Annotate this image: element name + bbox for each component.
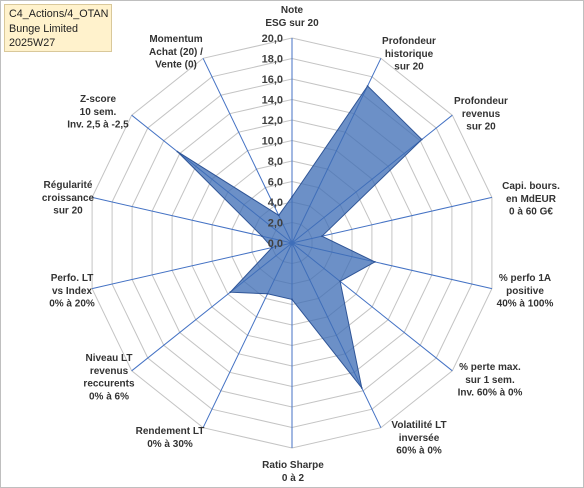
axis-label-1-line-0: Profondeur (382, 36, 436, 47)
axis-labels: Note ESG sur 20 Profondeur historique sur 20… (42, 5, 560, 484)
axis-label-6: Volatilité LT inversée 60% à 0% (391, 420, 446, 457)
axis-label-13-line-0: Momentum (149, 34, 202, 45)
data-point-8 (266, 292, 269, 295)
axis-spoke-3 (291, 196, 493, 244)
series-layer (176, 85, 423, 389)
axis-label-12-line-2: Inv. 2,5 à -2,5 (67, 120, 129, 131)
data-point-2 (420, 138, 423, 141)
data-point-10 (271, 246, 273, 249)
tick-label-3: 6,0 (268, 177, 283, 189)
axis-label-5-line-0: % perte max. (459, 362, 521, 373)
axis-label-1: Profondeur historique sur 20 (382, 36, 436, 73)
axis-label-10: Perfo. LT vs Index 0% à 20% (49, 273, 95, 310)
axis-label-4-line-2: 40% à 100% (497, 299, 554, 310)
axis-label-2: Profondeur revenus sur 20 (454, 96, 508, 133)
axis-label-9-line-1: revenus (90, 366, 129, 377)
axis-label-8-line-0: Rendement LT (136, 426, 205, 437)
axis-label-10-line-0: Perfo. LT (51, 273, 94, 284)
data-point-5 (339, 280, 341, 283)
info-box-category: C4_Actions/4_OTAN (9, 8, 109, 20)
axis-label-7-line-0: Ratio Sharpe (262, 460, 324, 471)
data-point-3 (321, 235, 323, 238)
axis-label-0-line-1: ESG sur 20 (265, 18, 319, 29)
axis-label-11: Régularité croissance sur 20 (42, 180, 95, 217)
axis-label-13-line-2: Vente (0) (155, 60, 197, 71)
data-point-9 (229, 291, 232, 294)
axis-label-13-line-1: Achat (20) / (149, 47, 203, 58)
axis-label-13: Momentum Achat (20) / Vente (0) (149, 34, 203, 71)
tick-label-10: 20,0 (262, 33, 283, 45)
axis-label-12-line-0: Z-score (80, 94, 117, 105)
axis-label-9-line-2: reccurents (83, 379, 135, 390)
axis-label-9-line-3: 0% à 6% (89, 391, 129, 402)
axis-label-5-line-2: Inv. 60% à 0% (458, 388, 523, 399)
info-box-week: 2025W27 (9, 37, 56, 49)
axis-label-7: Ratio Sharpe 0 à 2 (262, 460, 324, 484)
axis-label-6-line-1: inversée (399, 433, 440, 444)
axis-label-8-line-1: 0% à 30% (147, 439, 193, 450)
tick-labels: 0,0 2,0 4,0 6,0 8,0 10,0 12,0 14,0 16,0 18,0 20,0 (262, 33, 283, 250)
data-point-0 (291, 196, 293, 198)
tick-label-5: 10,0 (262, 136, 283, 148)
axis-label-11-line-2: sur 20 (53, 206, 83, 217)
tick-label-4: 8,0 (268, 156, 283, 168)
axis-label-9: Niveau LT revenus reccurents 0% à 6% (83, 353, 135, 402)
axis-spoke-11 (91, 196, 293, 244)
tick-label-9: 18,0 (262, 54, 283, 66)
info-box-company: Bunge Limited (9, 22, 79, 35)
axis-label-10-line-1: vs Index (52, 286, 92, 297)
axis-label-3: Capi. bours. en MdEUR 0 à 60 G€ (502, 181, 560, 218)
axis-label-4: % perfo 1A positive 40% à 100% (497, 273, 554, 310)
axis-label-2-line-0: Profondeur (454, 96, 508, 107)
axis-label-10-line-2: 0% à 20% (49, 299, 95, 310)
axis-label-5: % perte max. sur 1 sem. Inv. 60% à 0% (458, 362, 523, 399)
axis-label-7-line-1: 0 à 2 (282, 473, 305, 484)
axis-spoke-13 (202, 58, 293, 244)
axis-label-1-line-2: sur 20 (394, 62, 424, 73)
axis-label-8: Rendement LT 0% à 30% (136, 426, 205, 450)
tick-label-1: 2,0 (268, 218, 283, 230)
axis-label-11-line-0: Régularité (44, 180, 93, 191)
data-point-11 (261, 235, 263, 238)
data-point-1 (366, 85, 369, 87)
axis-label-0-line-0: Note (281, 5, 304, 16)
tick-label-8: 16,0 (262, 74, 283, 86)
axis-label-0: Note ESG sur 20 (265, 5, 319, 29)
axis-label-6-line-2: 60% à 0% (396, 446, 442, 457)
axis-label-3-line-1: en MdEUR (506, 194, 557, 205)
axis-label-2-line-2: sur 20 (466, 122, 496, 133)
axis-label-5-line-1: sur 1 sem. (465, 375, 515, 386)
tick-label-2: 4,0 (268, 197, 283, 209)
axis-label-4-line-0: % perfo 1A (499, 273, 551, 284)
tick-label-0: 0,0 (268, 238, 283, 250)
axis-label-4-line-1: positive (506, 286, 544, 297)
axis-label-11-line-1: croissance (42, 193, 95, 204)
axis-spoke-10 (91, 242, 293, 290)
tick-label-7: 14,0 (262, 95, 283, 107)
axis-label-3-line-0: Capi. bours. (502, 181, 560, 192)
info-box: C4_Actions/4_OTAN Bunge Limited 2025W27 (4, 4, 112, 52)
tick-label-6: 12,0 (262, 115, 283, 127)
axis-label-1-line-1: historique (385, 49, 434, 60)
axis-label-12-line-1: 10 sem. (80, 107, 117, 118)
data-point-4 (374, 261, 376, 263)
axis-label-2-line-1: revenus (462, 109, 501, 120)
data-point-13 (277, 214, 280, 217)
axis-label-9-line-0: Niveau LT (85, 353, 132, 364)
axis-label-3-line-2: 0 à 60 G€ (509, 207, 553, 218)
axis-label-12: Z-score 10 sem. Inv. 2,5 à -2,5 (67, 94, 129, 131)
data-point-7 (291, 298, 293, 301)
data-point-12 (176, 150, 179, 153)
data-point-6 (360, 387, 363, 389)
axis-label-6-line-0: Volatilité LT (391, 420, 446, 431)
